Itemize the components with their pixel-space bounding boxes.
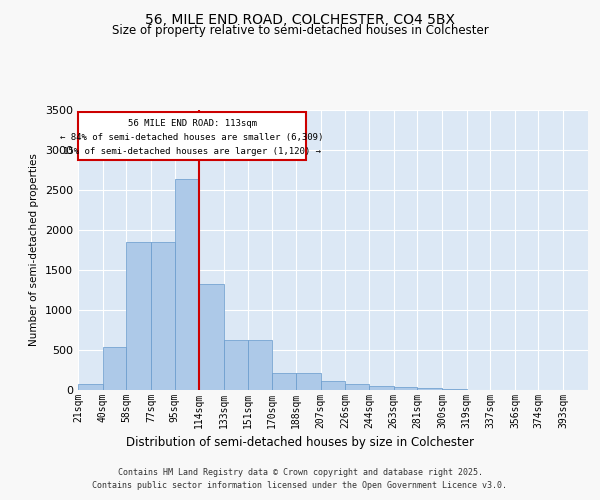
- Bar: [151, 242, 175, 390]
- FancyBboxPatch shape: [78, 112, 306, 160]
- Bar: [175, 179, 199, 390]
- Bar: [199, 284, 224, 390]
- Bar: [224, 340, 248, 390]
- Text: 56 MILE END ROAD: 113sqm: 56 MILE END ROAD: 113sqm: [128, 120, 257, 128]
- Text: ← 84% of semi-detached houses are smaller (6,309): ← 84% of semi-detached houses are smalle…: [61, 134, 324, 142]
- Bar: [272, 373, 296, 390]
- Bar: [417, 388, 442, 390]
- Text: 15% of semi-detached houses are larger (1,120) →: 15% of semi-detached houses are larger (…: [63, 147, 321, 156]
- Bar: [103, 347, 126, 390]
- Bar: [394, 387, 417, 390]
- Text: 56, MILE END ROAD, COLCHESTER, CO4 5BX: 56, MILE END ROAD, COLCHESTER, CO4 5BX: [145, 12, 455, 26]
- Bar: [296, 373, 320, 390]
- Bar: [248, 340, 272, 390]
- Bar: [320, 381, 346, 390]
- Y-axis label: Number of semi-detached properties: Number of semi-detached properties: [29, 154, 40, 346]
- Bar: [78, 384, 103, 390]
- Bar: [126, 242, 151, 390]
- Text: Contains HM Land Registry data © Crown copyright and database right 2025.: Contains HM Land Registry data © Crown c…: [118, 468, 482, 477]
- Text: Contains public sector information licensed under the Open Government Licence v3: Contains public sector information licen…: [92, 482, 508, 490]
- Bar: [369, 386, 394, 390]
- Bar: [346, 384, 369, 390]
- Text: Distribution of semi-detached houses by size in Colchester: Distribution of semi-detached houses by …: [126, 436, 474, 449]
- Text: Size of property relative to semi-detached houses in Colchester: Size of property relative to semi-detach…: [112, 24, 488, 37]
- Bar: [442, 389, 467, 390]
